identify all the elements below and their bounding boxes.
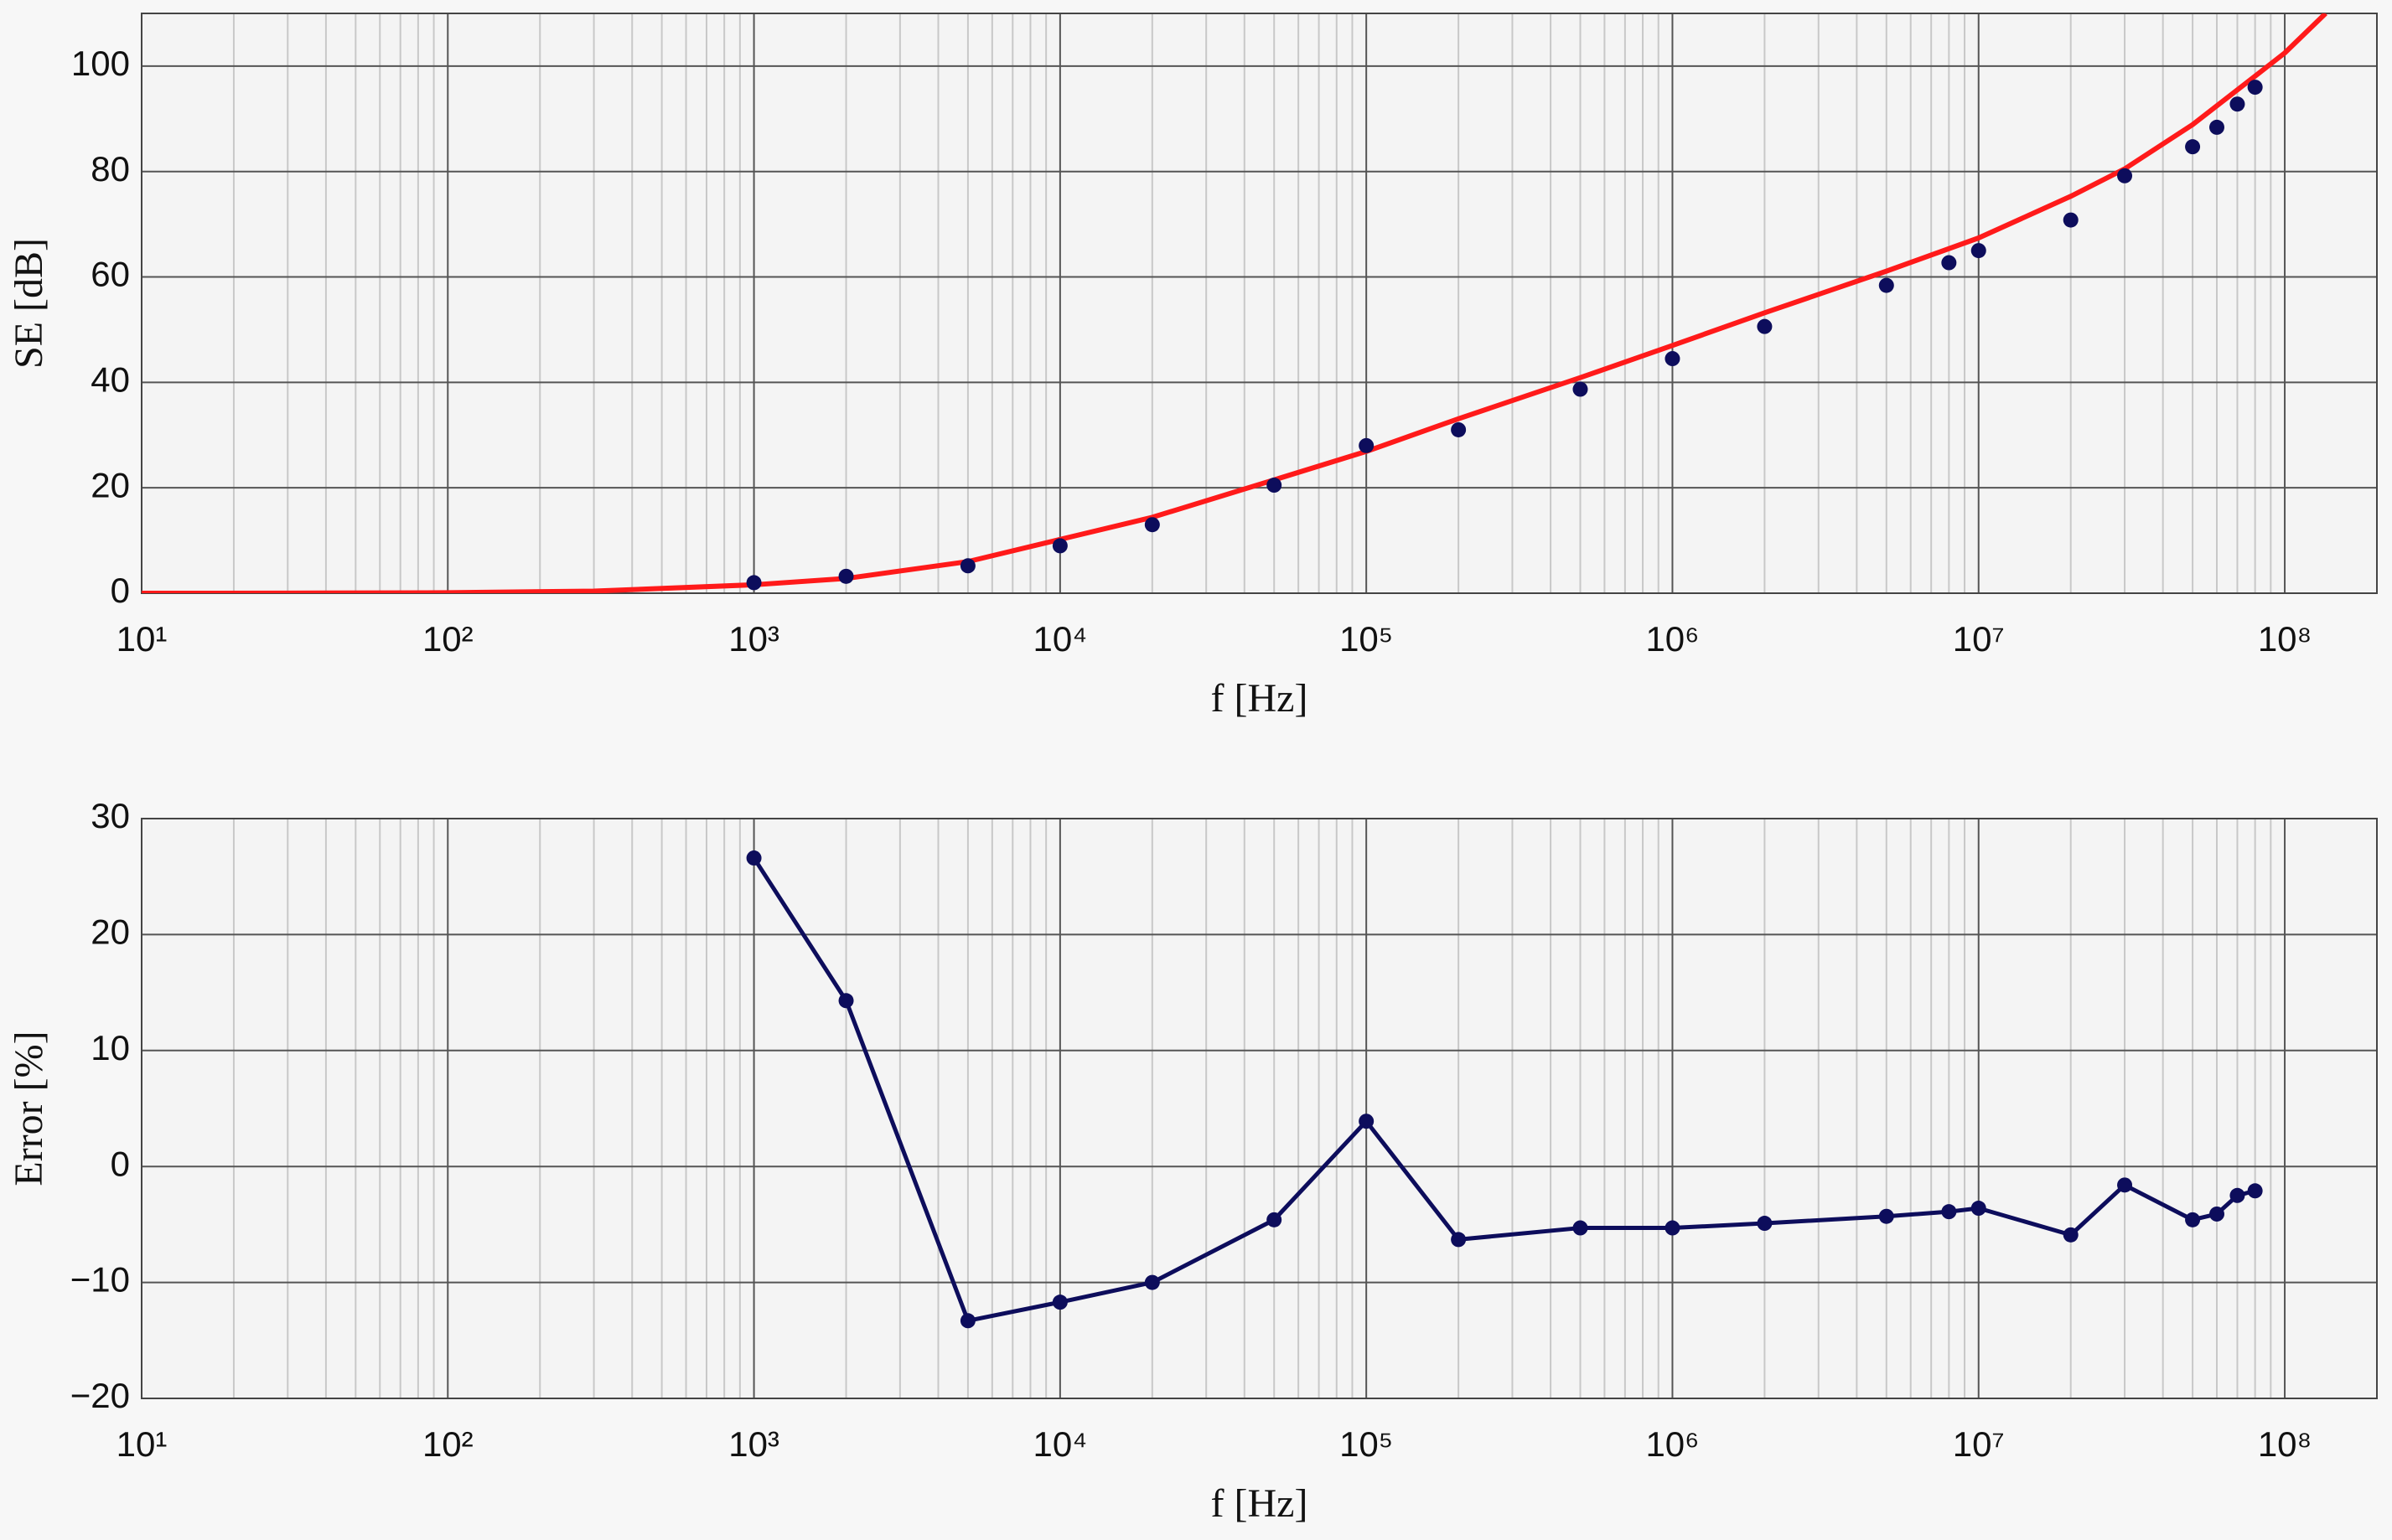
y-tick-label: 100	[71, 44, 130, 83]
data-point	[1665, 1220, 1680, 1236]
data-point	[1451, 421, 1467, 437]
y-axis-label: SE [dB]	[7, 238, 51, 369]
data-point	[960, 1313, 976, 1329]
x-tick-label: 10⁶	[1645, 619, 1699, 659]
x-tick-label: 10⁶	[1645, 1424, 1699, 1464]
x-tick-label: 10³	[728, 619, 779, 659]
data-point	[1359, 1114, 1375, 1129]
y-tick-label: 40	[91, 359, 130, 399]
data-point	[2208, 119, 2224, 135]
plot-area	[142, 13, 2377, 593]
data-point	[2185, 1212, 2201, 1227]
y-tick-label: 0	[111, 571, 130, 610]
data-point	[1757, 1216, 1773, 1232]
data-point	[1266, 1212, 1282, 1227]
y-axis-label: Error [%]	[7, 1031, 51, 1186]
y-tick-label: 60	[91, 255, 130, 294]
data-point	[2063, 212, 2079, 228]
data-point	[1665, 351, 1680, 367]
y-tick-label: 0	[111, 1144, 130, 1183]
y-tick-label: 30	[91, 796, 130, 835]
x-tick-label: 10²	[422, 619, 474, 659]
data-point	[1757, 318, 1773, 334]
data-point	[2117, 1177, 2133, 1193]
data-point	[1572, 381, 1588, 397]
y-tick-label: 10	[91, 1028, 130, 1067]
x-tick-label: 10³	[728, 1424, 779, 1464]
data-point	[1941, 255, 1957, 271]
data-point	[746, 850, 762, 866]
x-tick-label: 10⁸	[2258, 1424, 2312, 1464]
data-point	[2247, 80, 2263, 96]
data-point	[2229, 96, 2245, 112]
x-tick-label: 10⁴	[1033, 1424, 1087, 1464]
data-point	[1878, 1208, 1894, 1224]
data-point	[1572, 1220, 1588, 1236]
plot-frame	[141, 818, 2378, 1399]
data-point	[2117, 168, 2133, 183]
x-tick-label: 10⁸	[2258, 619, 2312, 659]
line	[142, 13, 2327, 593]
x-axis-label: f [Hz]	[1211, 1481, 1308, 1526]
x-axis-label: f [Hz]	[1211, 676, 1308, 721]
data-point	[1941, 1204, 1957, 1220]
y-tick-label: −10	[70, 1260, 130, 1300]
y-tick-label: 80	[91, 149, 130, 189]
data-point	[1144, 517, 1160, 533]
plot-area	[142, 819, 2377, 1398]
y-tick-label: 20	[91, 912, 130, 951]
data-point	[1052, 538, 1068, 554]
data-point	[1878, 277, 1894, 293]
y-tick-label: −20	[70, 1376, 130, 1415]
data-point	[838, 993, 854, 1009]
x-tick-label: 10¹	[116, 1424, 168, 1464]
data-point	[2063, 1227, 2079, 1243]
line	[752, 856, 2256, 1323]
x-tick-label: 10¹	[116, 619, 168, 659]
x-tick-label: 10⁷	[1953, 1424, 2005, 1464]
x-tick-label: 10⁵	[1339, 1424, 1393, 1464]
data-point	[2185, 139, 2201, 155]
data-point	[1144, 1274, 1160, 1290]
x-tick-label: 10⁷	[1953, 619, 2005, 659]
y-tick-label: 20	[91, 465, 130, 504]
plot-frame	[141, 13, 2378, 594]
x-tick-label: 10⁵	[1339, 619, 1393, 659]
data-point	[746, 575, 762, 591]
data-point	[2229, 1187, 2245, 1203]
data-point	[1451, 1232, 1467, 1248]
x-tick-label: 10⁴	[1033, 619, 1087, 659]
data-point	[838, 568, 854, 584]
data-point	[2208, 1206, 2224, 1222]
data-point	[2247, 1183, 2263, 1199]
data-point	[1052, 1295, 1068, 1310]
data-point	[1970, 243, 1986, 259]
data-point	[1359, 437, 1375, 453]
data-point	[1970, 1201, 1986, 1217]
data-point	[1266, 478, 1282, 494]
data-point	[960, 558, 976, 574]
x-tick-label: 10²	[422, 1424, 474, 1464]
